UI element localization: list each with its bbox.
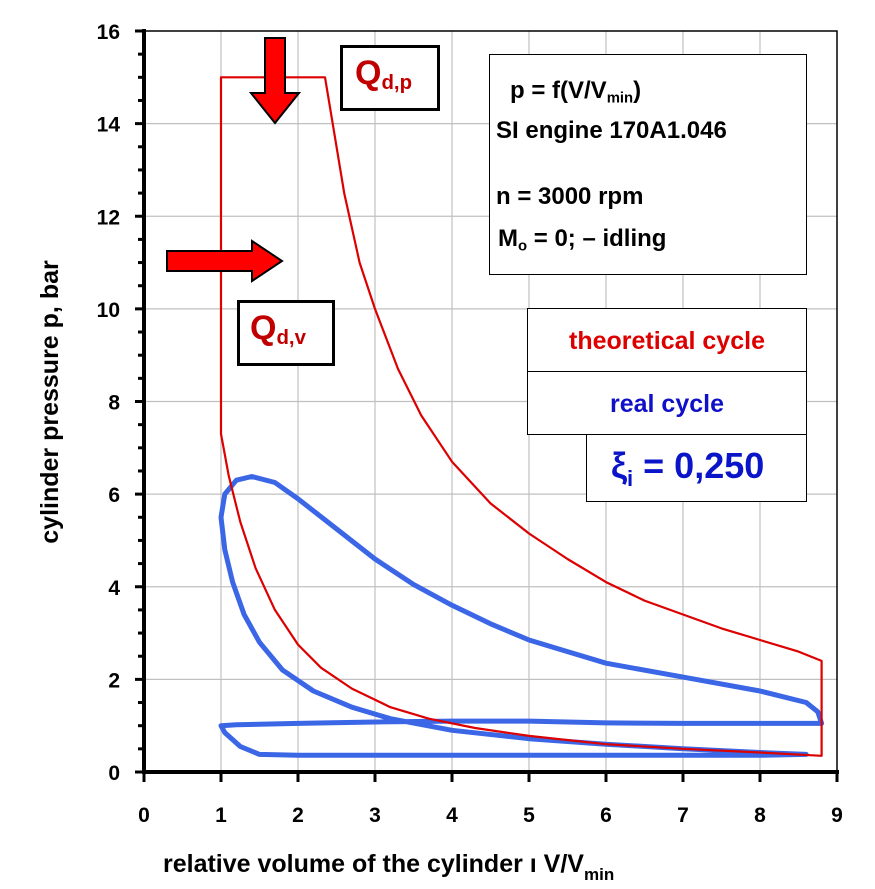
function-label: p = f(V/Vmin) <box>510 77 642 107</box>
y-axis-title: cylinder pressure p, bar <box>36 260 64 544</box>
x-tick-label: 0 <box>138 804 150 827</box>
down-arrow-icon <box>248 37 302 125</box>
x-tick-label: 3 <box>369 804 381 827</box>
y-tick-label: 14 <box>97 114 121 137</box>
speed-label: n = 3000 rpm <box>496 183 644 210</box>
x-tick-label: 1 <box>215 804 227 827</box>
axes <box>135 29 839 782</box>
heat-const-volume-label: Qd,v <box>237 300 335 366</box>
engine-label: SI engine 170A1.046 <box>496 117 727 144</box>
legend-entry-real: real cycle <box>527 371 807 435</box>
heat-const-pressure-label: Qd,p <box>340 45 440 111</box>
legend-entry-theoretical: theoretical cycle <box>527 308 807 372</box>
x-tick-label: 2 <box>292 804 304 827</box>
torque-label: Mo = 0; – idling <box>498 225 667 255</box>
y-tick-label: 4 <box>108 577 120 600</box>
y-tick-label: 0 <box>108 762 120 785</box>
y-tick-label: 16 <box>97 21 120 44</box>
series-line-theoretical-cycle <box>219 76 823 757</box>
y-tick-label: 6 <box>108 484 120 507</box>
series-group <box>218 76 825 758</box>
efficiency-label: ξi = 0,250 <box>586 434 807 502</box>
x-tick-label: 8 <box>754 804 766 827</box>
y-tick-label: 2 <box>108 669 120 692</box>
right-arrow-icon <box>166 239 284 283</box>
x-tick-label: 7 <box>677 804 689 827</box>
engine-info-box: p = f(V/Vmin) SI engine 170A1.046 n = 30… <box>489 54 807 275</box>
y-tick-label: 10 <box>97 299 120 322</box>
series-line-real-cycle <box>218 474 825 758</box>
y-tick-label: 12 <box>97 206 120 229</box>
x-tick-label: 4 <box>446 804 458 827</box>
x-axis-title: relative volume of the cylinder ı V/Vmin <box>163 850 614 884</box>
y-tick-label: 8 <box>108 392 120 415</box>
x-tick-label: 5 <box>523 804 535 827</box>
x-tick-label: 9 <box>831 804 843 827</box>
x-tick-label: 6 <box>600 804 612 827</box>
